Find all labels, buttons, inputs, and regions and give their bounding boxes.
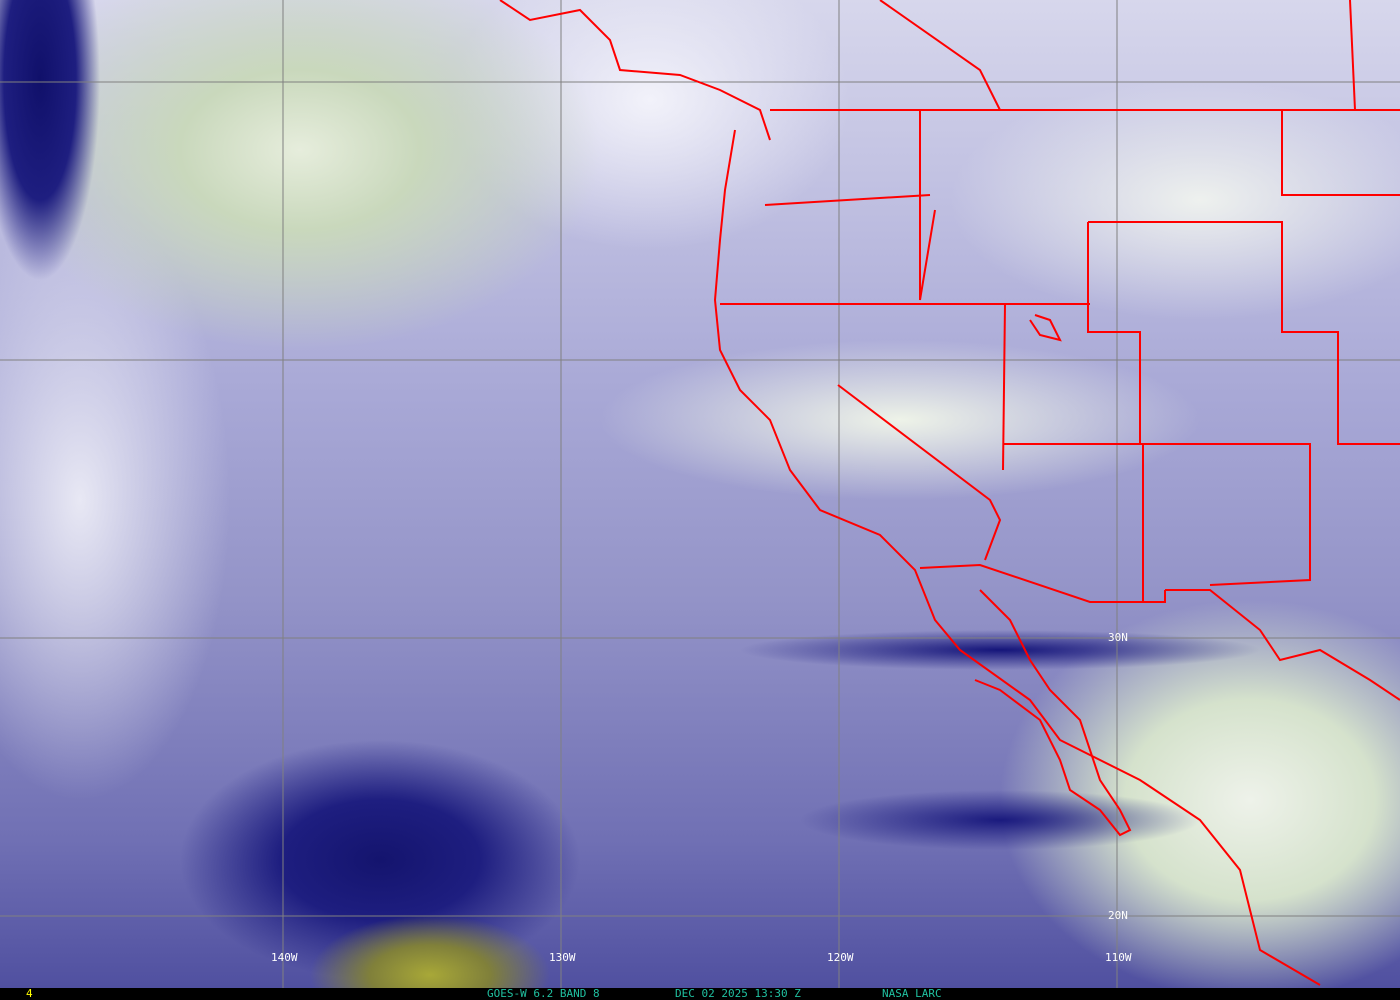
us-mexico-border xyxy=(919,563,1166,603)
mt-border xyxy=(1281,110,1400,196)
idaho-border xyxy=(919,110,936,301)
utah-border xyxy=(1003,222,1141,445)
lon-label-120w: 120W xyxy=(827,951,854,964)
lat-label-30n: 30N xyxy=(1108,631,1128,644)
canada-coast xyxy=(499,0,771,141)
lon-label-130w: 130W xyxy=(549,951,576,964)
satellite-band-label: GOES-W 6.2 BAND 8 xyxy=(487,987,600,1000)
canada-interior-border xyxy=(879,0,1001,111)
wa-or-border xyxy=(764,194,931,206)
lon-label-140w: 140W xyxy=(271,951,298,964)
great-salt-lake xyxy=(1029,314,1062,342)
mexico-mainland-coast xyxy=(1165,589,1400,701)
source-label: NASA LARC xyxy=(882,987,942,1000)
baja-coastline xyxy=(974,589,1132,837)
nm-border xyxy=(1140,443,1311,586)
image-footer-bar: 4 GOES-W 6.2 BAND 8 DEC 02 2025 13:30 Z … xyxy=(0,988,1400,1000)
lon-label-110w: 110W xyxy=(1105,951,1132,964)
pacific-coastline xyxy=(713,129,1321,986)
lat-label-20n: 20N xyxy=(1108,909,1128,922)
ca-nv-border xyxy=(837,384,1002,561)
sd-border xyxy=(1349,0,1356,111)
datetime-label: DEC 02 2025 13:30 Z xyxy=(675,987,801,1000)
frame-number: 4 xyxy=(26,987,33,1000)
political-borders xyxy=(499,0,1400,986)
nv-az-border xyxy=(1002,303,1006,471)
wy-co-border xyxy=(1088,221,1400,445)
